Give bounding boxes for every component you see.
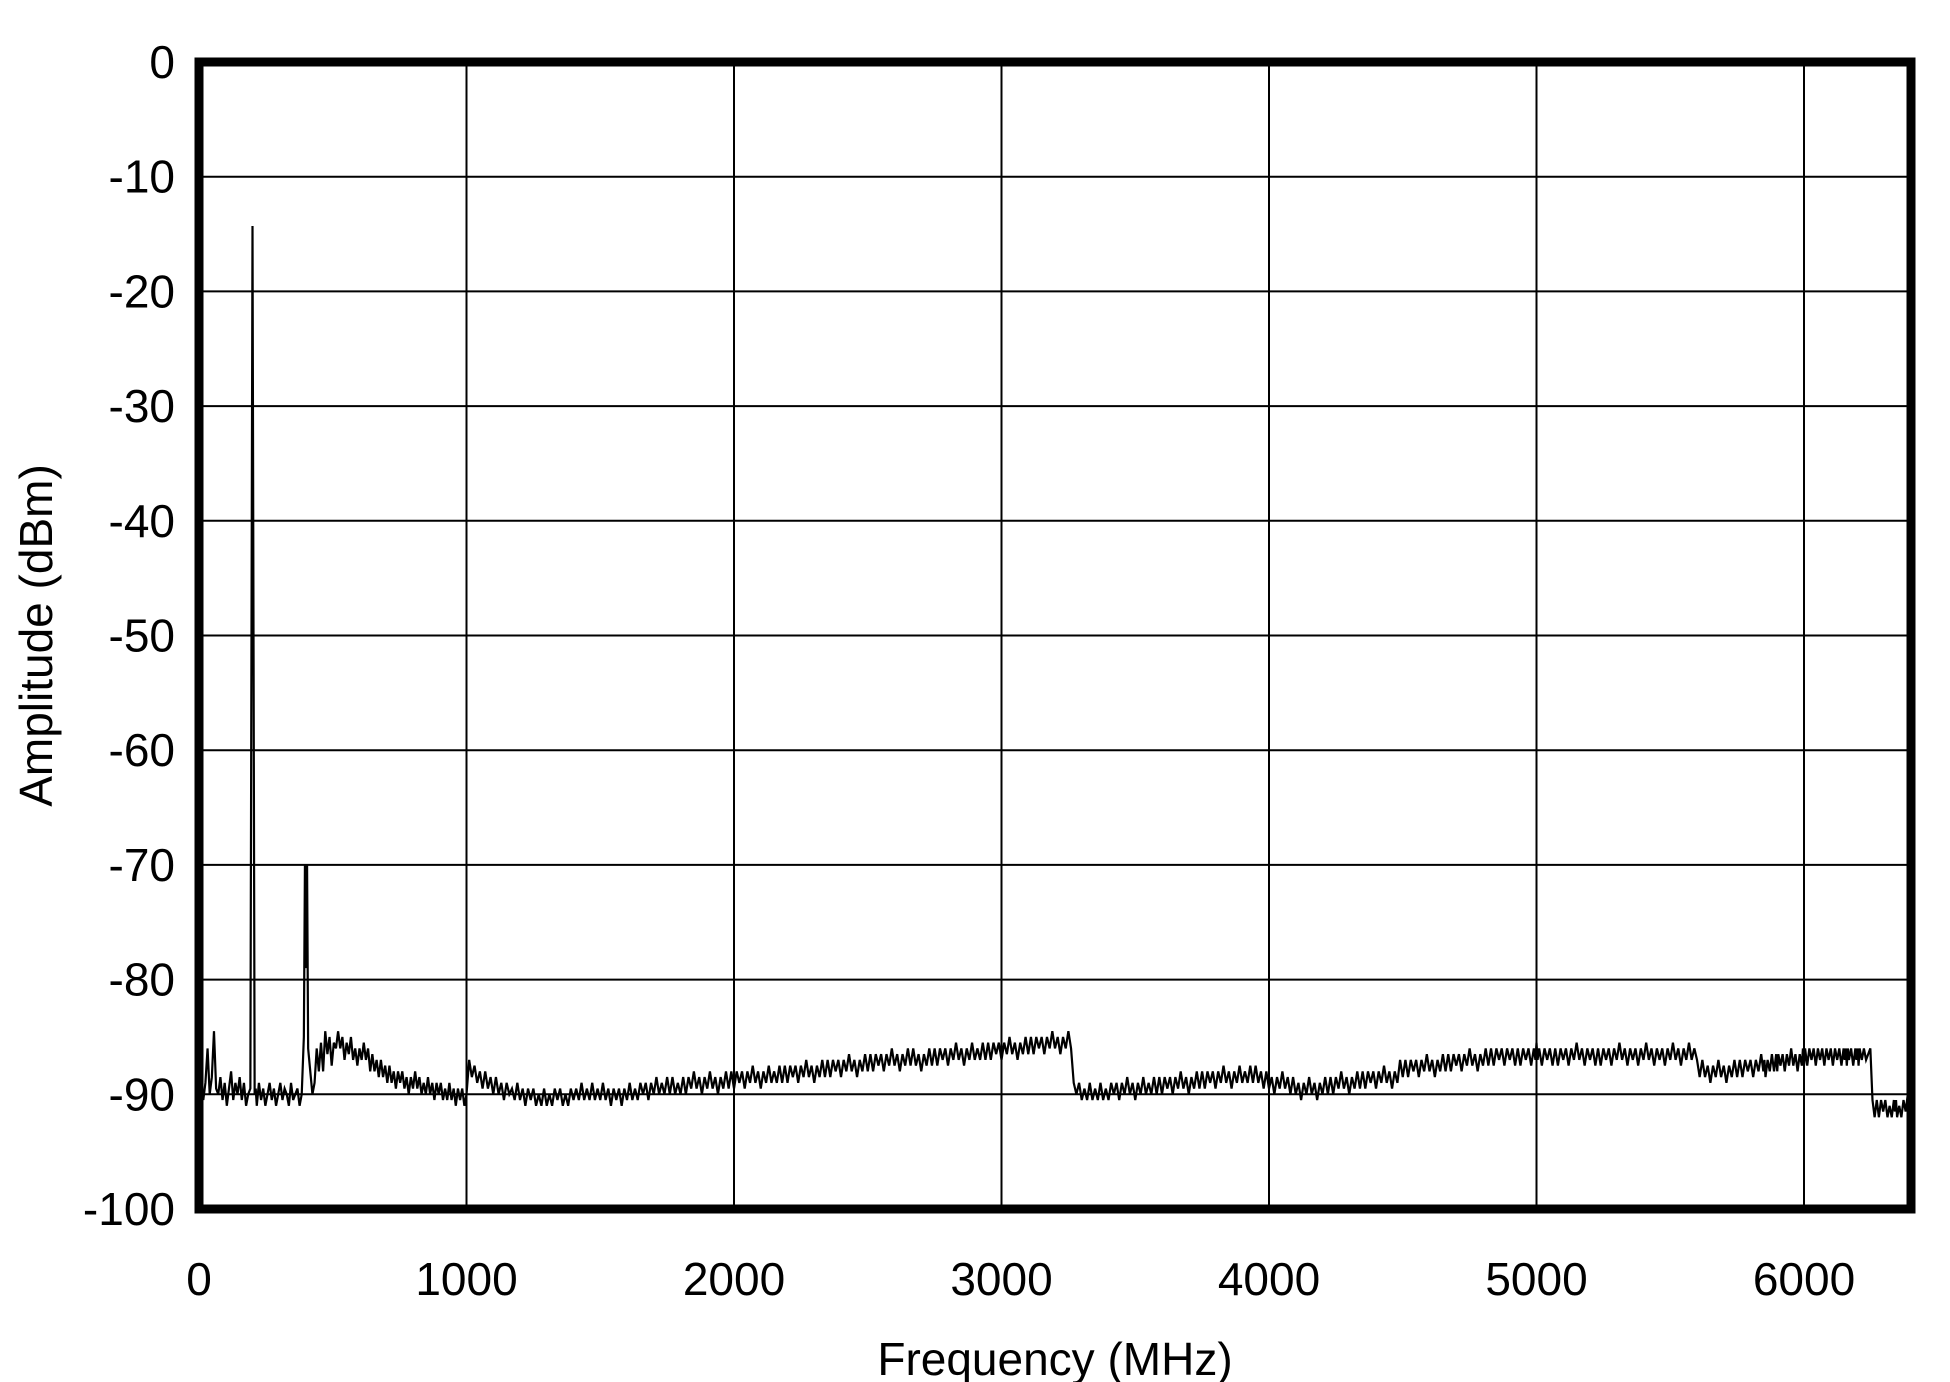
x-tick-labels: 0 1000 2000 3000 4000 5000 6000 [186, 1253, 1855, 1305]
x-tick-label: 2000 [683, 1253, 785, 1305]
y-tick-label: -60 [109, 724, 175, 776]
y-tick-label: -50 [109, 610, 175, 662]
y-tick-label: -70 [109, 839, 175, 891]
x-tick-label: 0 [186, 1253, 212, 1305]
x-tick-label: 1000 [415, 1253, 517, 1305]
y-tick-label: -90 [109, 1068, 175, 1120]
y-tick-label: -10 [109, 151, 175, 203]
x-axis-title: Frequency (MHz) [877, 1333, 1232, 1382]
x-tick-label: 5000 [1485, 1253, 1587, 1305]
plot-border [194, 57, 1916, 1214]
grid-layer [199, 62, 1911, 1209]
y-tick-label: -20 [109, 265, 175, 317]
trace-spectrum [199, 226, 1911, 1118]
x-tick-label: 6000 [1753, 1253, 1855, 1305]
y-tick-label: -40 [109, 495, 175, 547]
y-tick-label: -30 [109, 380, 175, 432]
y-tick-label: 0 [149, 36, 175, 88]
y-tick-labels: 0 -10 -20 -30 -40 -50 -60 -70 -80 -90 -100 [83, 36, 175, 1235]
y-axis-title: Amplitude (dBm) [10, 464, 62, 807]
x-tick-label: 4000 [1218, 1253, 1320, 1305]
x-tick-label: 3000 [950, 1253, 1052, 1305]
spectrum-trace [199, 226, 1911, 1118]
plot-frame [194, 57, 1916, 1214]
y-tick-label: -100 [83, 1183, 175, 1235]
y-tick-label: -80 [109, 954, 175, 1006]
